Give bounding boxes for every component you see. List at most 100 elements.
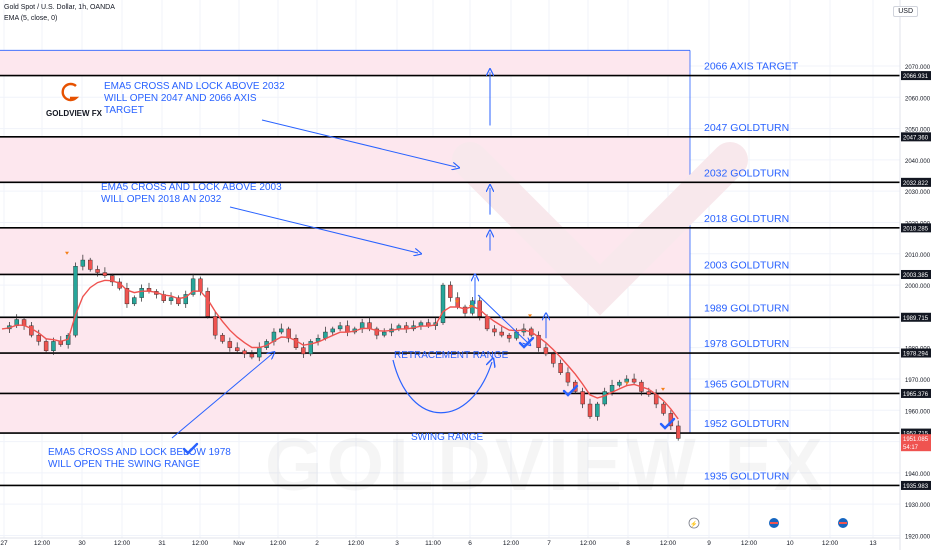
us-flag-stripe-0 (770, 522, 778, 524)
price-tag-5 (901, 312, 931, 322)
chart-title: Gold Spot / U.S. Dollar, 1h, OANDA (4, 4, 115, 11)
candle-17 (124, 288, 130, 305)
swing-marker-5 (469, 304, 473, 308)
candle-75 (551, 353, 556, 364)
currency-label[interactable]: USD (893, 6, 918, 17)
last-price-tag (901, 434, 931, 452)
x-tick-label-22: 13 (869, 540, 877, 547)
candle-66 (484, 316, 490, 330)
price-tag-text-1: 2047.360 (903, 135, 929, 141)
annotation-line: EMA5 CROSS AND LOCK BELOW 1978 (48, 447, 231, 458)
x-tick-label-10: 3 (395, 540, 399, 547)
level-label-5: 1989 GOLDTURN (704, 302, 789, 314)
y-tick-label-11: 2030.000 (905, 190, 931, 196)
y-tick-label-8: 2000.000 (905, 284, 931, 290)
candle-25 (183, 294, 188, 305)
annotation-line: WILL OPEN THE SWING RANGE (48, 459, 200, 470)
candle-60 (440, 284, 446, 323)
candle-26 (190, 278, 196, 295)
y-tick-label-12: 2040.000 (905, 159, 931, 165)
price-tag-text-6: 1978.294 (903, 352, 929, 358)
candle-38 (279, 328, 284, 333)
candle-67 (492, 328, 497, 333)
level-label-3: 2018 GOLDTURN (704, 213, 789, 225)
price-tag-4 (901, 269, 931, 279)
y-tick-label-0: 1920.000 (905, 534, 931, 540)
candle-18 (132, 297, 137, 305)
candle-82 (602, 391, 607, 405)
swing-marker-2 (528, 314, 532, 318)
candle-83 (609, 385, 615, 392)
ema-line (1, 279, 679, 420)
y-tick-label-15: 2070.000 (905, 65, 931, 71)
candle-11 (80, 259, 86, 267)
pointer-arrow-1 (229, 206, 418, 253)
ema-indicator-label[interactable]: EMA (5, close, 0) (4, 15, 58, 22)
candle-76 (558, 363, 563, 373)
candle-28 (205, 291, 211, 317)
pointer-arrow-2 (171, 354, 272, 439)
candle-57 (418, 322, 424, 326)
price-tag-text-7: 1965.376 (903, 392, 929, 398)
check-icon-3 (659, 417, 676, 430)
candle-86 (631, 378, 637, 383)
candle-80 (587, 403, 593, 417)
shaded-zone-0 (0, 50, 690, 76)
candle-61 (448, 284, 453, 298)
countdown-text: 54:17 (903, 445, 919, 451)
candle-62 (455, 297, 460, 308)
candle-52 (382, 331, 387, 336)
lightning-glyph: ⚡ (690, 520, 697, 528)
candle-24 (176, 297, 181, 305)
check-icon-2 (562, 384, 579, 397)
candle-35 (257, 347, 262, 358)
watermark-text: GOLDVIEW FX (265, 423, 827, 506)
candle-46 (337, 325, 343, 330)
candle-42 (308, 341, 313, 355)
price-tag-text-4: 2003.385 (903, 273, 929, 279)
x-tick-label-1: 12:00 (34, 540, 51, 547)
level-label-8: 1952 GOLDTURN (704, 418, 789, 430)
candle-79 (580, 391, 585, 405)
candle-4 (29, 325, 34, 336)
annotation-text-0: EMA5 CROSS AND LOCK ABOVE 2032 WILL OPEN … (104, 81, 285, 116)
annotation-text-1: EMA5 CROSS AND LOCK ABOVE 2003 WILL OPEN … (101, 182, 282, 205)
candle-68 (499, 331, 504, 336)
annotation-text-4: SWING RANGE (411, 432, 484, 443)
brand-logo-icon (61, 82, 80, 102)
candle-40 (293, 338, 299, 348)
candle-31 (227, 341, 233, 348)
annotation-line: WILL OPEN 2047 AND 2066 AXIS (104, 93, 257, 104)
price-tag-0 (901, 71, 931, 81)
annotation-text-3: RETRACEMENT RANGE (394, 350, 509, 361)
x-tick-label-8: 2 (315, 540, 319, 547)
shaded-zone-1 (0, 136, 690, 183)
swing-marker-4 (661, 387, 665, 391)
candle-10 (73, 266, 78, 336)
y-tick-label-14: 2060.000 (905, 96, 931, 102)
swing-marker-0 (65, 251, 69, 255)
annotation-line: SWING RANGE (411, 432, 484, 443)
candle-88 (646, 391, 651, 395)
price-tag-7 (901, 388, 931, 398)
us-flag-stripe-1 (839, 522, 847, 524)
x-tick-label-18: 9 (707, 540, 711, 547)
x-tick-label-3: 12:00 (114, 540, 131, 547)
candle-77 (565, 372, 571, 383)
candle-73 (536, 334, 541, 348)
y-tick-label-13: 2050.000 (905, 128, 931, 134)
level-label-9: 1935 GOLDTURN (704, 470, 789, 482)
swing-marker-3 (625, 381, 629, 385)
level-label-2: 2032 GOLDTURN (704, 167, 789, 179)
candle-5 (36, 334, 41, 342)
candle-74 (543, 347, 549, 355)
candle-41 (301, 347, 306, 355)
annotation-line: TARGET (104, 105, 144, 116)
y-tick-label-5: 1970.000 (905, 378, 931, 384)
x-tick-label-9: 12:00 (348, 540, 365, 547)
x-tick-label-12: 6 (468, 540, 472, 547)
y-tick-label-2: 1940.000 (905, 472, 931, 478)
price-tag-text-5: 1989.715 (903, 316, 929, 322)
level-label-7: 1965 GOLDTURN (704, 378, 789, 390)
